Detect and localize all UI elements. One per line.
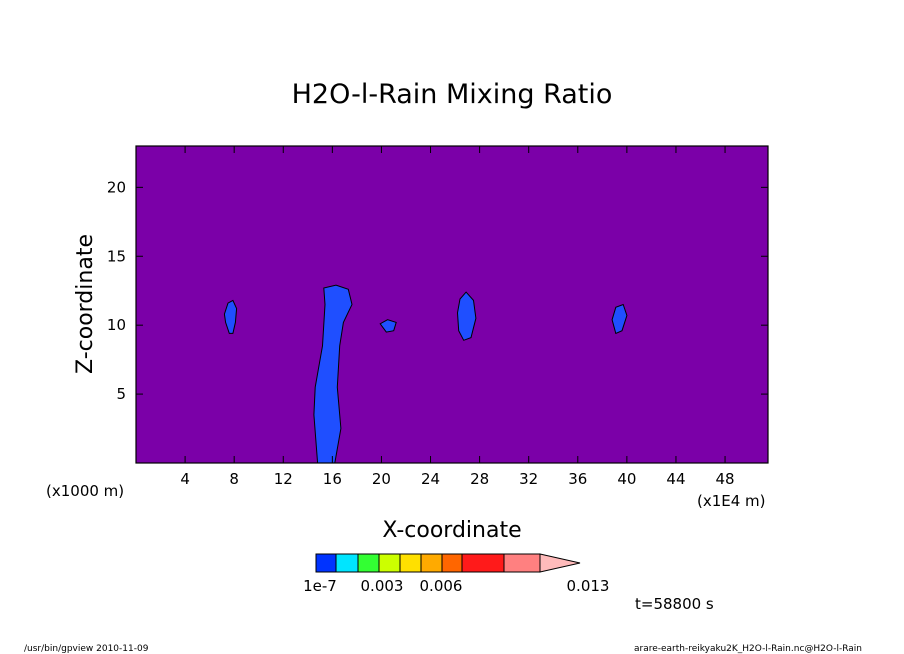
colorbar-segment	[399, 553, 422, 573]
colorbar-label: 0.003	[361, 577, 404, 595]
x-tick-label: 20	[372, 470, 391, 488]
colorbar-segment	[357, 553, 380, 573]
x-tick-label: 24	[421, 470, 440, 488]
region-cell-x8	[223, 299, 238, 334]
y-tick-label: 10	[107, 316, 126, 334]
region-cloud-column	[313, 284, 353, 464]
chart-title: H2O-l-Rain Mixing Ratio	[292, 79, 613, 110]
region-cell-x39	[611, 303, 628, 335]
footer-left: /usr/bin/gpview 2010-11-09	[24, 644, 149, 654]
x-tick-label: 8	[229, 470, 239, 488]
x-tick-label: 48	[716, 470, 735, 488]
y-tick-label: 20	[107, 178, 126, 196]
colorbar-segment	[441, 553, 463, 573]
colorbar-segment	[420, 553, 443, 573]
colorbar-segment	[503, 553, 541, 573]
x-tick-label: 28	[470, 470, 489, 488]
plot-frame	[135, 145, 769, 464]
x-axis-label: X-coordinate	[382, 518, 521, 543]
colorbar-arrow	[539, 553, 581, 573]
y-tick-label: 15	[107, 247, 126, 265]
x-unit-left: (x1000 m)	[46, 482, 124, 500]
colorbar-label: 0.013	[567, 577, 610, 595]
colorbar-segment	[378, 553, 401, 573]
x-tick-label: 40	[617, 470, 636, 488]
region-cell-x20	[379, 319, 397, 333]
colorbar-label: 1e-7	[303, 577, 337, 595]
colorbar: 1e-7 0.003 0.006 0.013	[303, 553, 610, 595]
x-tick-label: 4	[180, 470, 190, 488]
y-axis-label: Z-coordinate	[73, 234, 98, 374]
region-cell-x27	[456, 291, 477, 341]
colorbar-label: 0.006	[420, 577, 463, 595]
x-tick-label: 44	[666, 470, 685, 488]
x-tick-label: 16	[323, 470, 342, 488]
x-tick-label: 32	[519, 470, 538, 488]
colorbar-segment	[315, 553, 337, 573]
x-tick-label: 36	[568, 470, 587, 488]
colorbar-segment	[335, 553, 359, 573]
plot-background	[135, 145, 769, 464]
x-unit-right: (x1E4 m)	[697, 492, 766, 510]
time-label: t=58800 s	[635, 595, 714, 613]
colorbar-segment	[461, 553, 505, 573]
x-tick-label: 12	[274, 470, 293, 488]
footer-right: arare-earth-reikyaku2K_H2O-l-Rain.nc@H2O…	[634, 644, 862, 654]
y-tick-label: 5	[116, 385, 126, 403]
